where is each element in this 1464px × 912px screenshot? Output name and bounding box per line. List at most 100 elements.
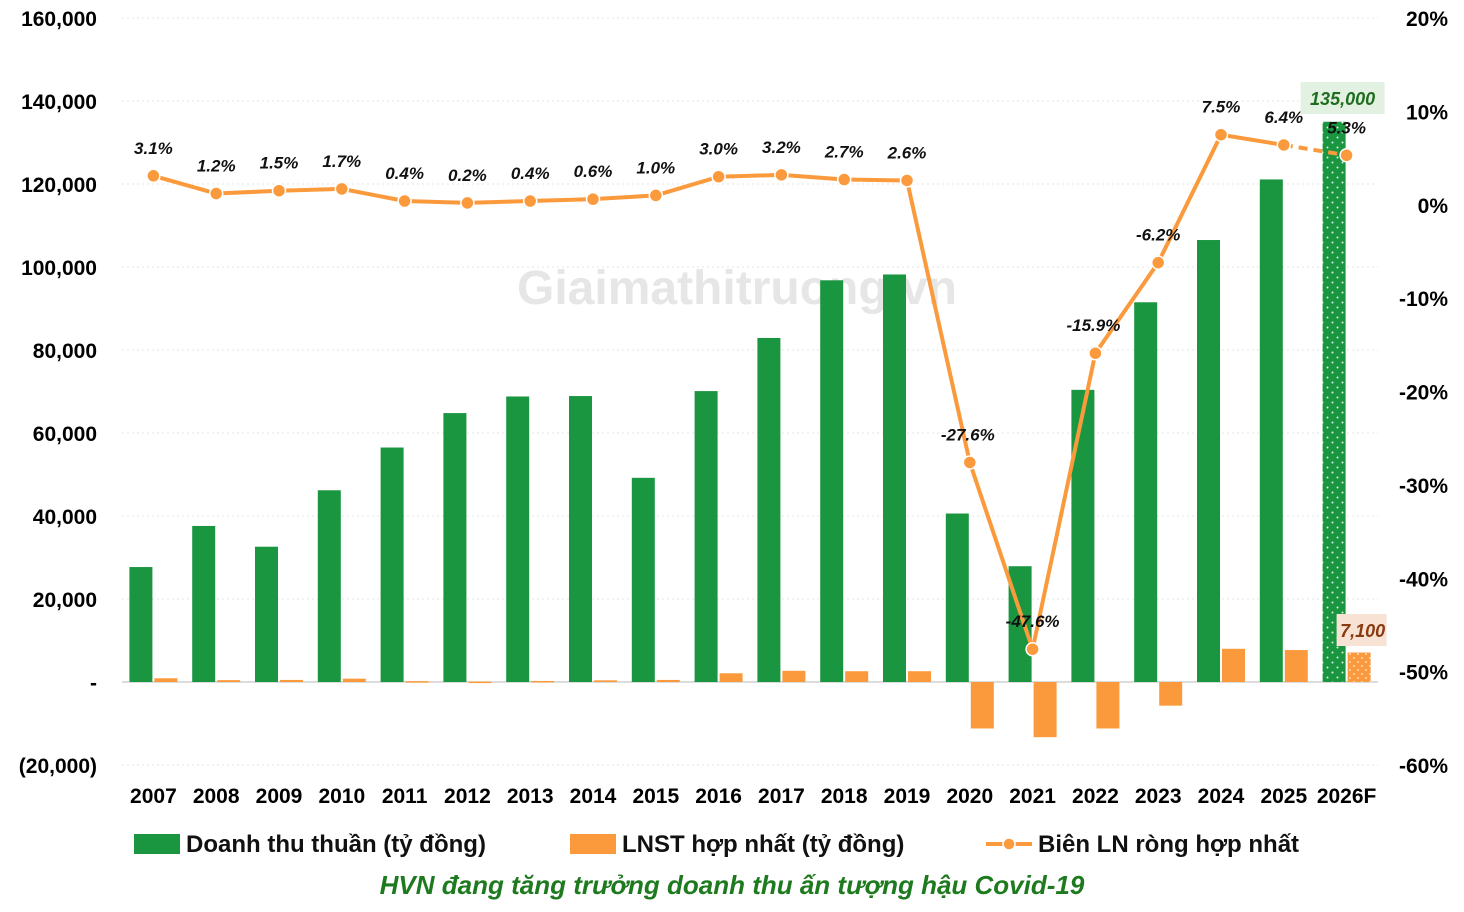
legend: Doanh thu thuần (tỷ đồng) LNST hợp nhất …: [134, 831, 1299, 858]
margin-data-label: -6.2%: [1136, 226, 1180, 245]
margin-data-label: 1.0%: [636, 158, 675, 177]
margin-point: [460, 195, 475, 211]
net-profit-bar: [970, 682, 994, 729]
margin-data-label: -15.9%: [1066, 316, 1120, 335]
margin-data-label: 0.2%: [448, 166, 487, 185]
x-tick-label: 2017: [758, 785, 805, 808]
margin-data-label: 3.2%: [762, 138, 801, 157]
net-profit-bar: [342, 678, 366, 682]
revenue-bar: [631, 477, 655, 682]
net-profit-bar: [656, 679, 680, 682]
margin-data-label: 3.1%: [134, 139, 173, 158]
left-tick-label: 140,000: [21, 91, 97, 114]
x-tick-label: 2023: [1135, 785, 1182, 808]
x-tick-label: 2015: [632, 785, 679, 808]
margin-point: [146, 168, 161, 184]
margin-point: [1025, 641, 1040, 657]
revenue-bar: [1259, 179, 1283, 682]
net-profit-bar: [154, 678, 178, 682]
right-tick-label: -20%: [1399, 382, 1448, 405]
margin-data-label: 7.5%: [1202, 98, 1241, 117]
right-tick-label: 0%: [1418, 195, 1449, 218]
x-tick-label: 2009: [256, 785, 303, 808]
net-profit-bar: [845, 671, 869, 682]
left-tick-label: 80,000: [33, 340, 97, 363]
revenue-bar: [1134, 302, 1158, 682]
margin-point: [711, 169, 726, 184]
margin-data-label: -47.6%: [1006, 612, 1060, 631]
margin-data-label: 0.4%: [511, 164, 550, 183]
forecast-net-profit-label: 7,100: [1340, 621, 1385, 641]
margin-data-label: 1.5%: [260, 154, 299, 173]
right-tick-label: -50%: [1399, 662, 1448, 685]
net-profit-bar: [1159, 682, 1183, 706]
revenue-bar: [694, 391, 718, 682]
chart-caption: HVN đang tăng trưởng doanh thu ấn tượng …: [380, 870, 1085, 900]
left-tick-label: (20,000): [19, 755, 97, 778]
x-tick-label: 2012: [444, 785, 491, 808]
x-tick-label: 2021: [1009, 785, 1056, 808]
net-profit-bar: [468, 681, 492, 684]
legend-swatch-net-profit: [570, 834, 616, 854]
margin-point: [1088, 345, 1103, 361]
revenue-bar: [1197, 240, 1220, 682]
x-tick-label: 2024: [1198, 785, 1245, 808]
x-tick-label: 2008: [193, 785, 240, 808]
margin-point: [397, 193, 412, 209]
forecast-revenue-label-bg: [1300, 82, 1385, 114]
legend-label-margin: Biên LN ròng hợp nhất: [1038, 831, 1299, 858]
revenue-bar: [506, 396, 530, 682]
net-profit-bar: [1284, 650, 1308, 682]
revenue-bar: [1322, 121, 1346, 682]
revenue-bar: [317, 490, 341, 682]
right-tick-label: -40%: [1399, 568, 1448, 591]
x-tick-label: 2013: [507, 785, 554, 808]
forecast-revenue-label: 135,000: [1310, 89, 1375, 109]
margin-data-label: 6.4%: [1264, 108, 1303, 127]
net-profit-bar: [1222, 648, 1245, 682]
net-profit-bar: [280, 679, 303, 682]
legend-label-revenue: Doanh thu thuần (tỷ đồng): [186, 831, 486, 858]
margin-line-forecast: [1283, 143, 1347, 158]
margin-point: [585, 191, 601, 207]
margin-point: [1339, 148, 1354, 163]
net-profit-bar: [531, 680, 555, 683]
left-tick-label: 120,000: [21, 174, 97, 197]
left-tick-label: 20,000: [33, 589, 97, 612]
revenue-bar: [443, 413, 467, 682]
legend-swatch-revenue: [134, 834, 180, 854]
net-profit-bar: [719, 673, 743, 682]
right-tick-label: -30%: [1399, 475, 1448, 498]
margin-point: [271, 183, 287, 198]
x-tick-label: 2018: [821, 785, 868, 808]
revenue-bar: [569, 396, 592, 682]
margin-data-label: 1.2%: [197, 157, 236, 176]
margin-point: [962, 455, 978, 470]
margin-point: [1213, 127, 1229, 142]
margin-data-label: -27.6%: [941, 425, 995, 444]
left-tick-label: 160,000: [21, 8, 97, 31]
revenue-bar: [945, 513, 969, 682]
revenue-bar: [380, 447, 404, 682]
right-tick-label: 10%: [1406, 101, 1448, 124]
margin-data-label: 2.6%: [887, 143, 927, 162]
right-tick-label: 20%: [1406, 8, 1448, 31]
net-profit-bar: [1347, 652, 1371, 682]
net-profit-bar: [908, 671, 931, 682]
legend-label-net-profit: LNST hợp nhất (tỷ đồng): [622, 831, 904, 858]
x-tick-label: 2019: [884, 785, 931, 808]
margin-point: [774, 167, 789, 183]
right-tick-label: -60%: [1399, 755, 1448, 778]
margin-point: [1150, 255, 1166, 270]
x-tick-label: 2026F: [1317, 785, 1377, 808]
left-tick-label: -: [90, 672, 97, 695]
net-profit-bar: [405, 681, 429, 683]
x-tick-label: 2014: [570, 785, 617, 808]
margin-point: [836, 172, 852, 187]
margin-data-label: 3.0%: [699, 140, 738, 159]
net-profit-bar: [594, 680, 617, 682]
margin-data-label: 1.7%: [322, 152, 361, 171]
net-profit-bar: [1033, 682, 1057, 738]
revenue-bar: [820, 280, 844, 682]
